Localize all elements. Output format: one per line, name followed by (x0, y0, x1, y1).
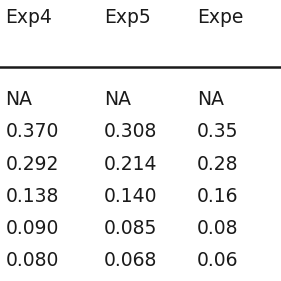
Text: Exp4: Exp4 (6, 8, 53, 28)
Text: 0.16: 0.16 (197, 187, 238, 206)
Text: 0.08: 0.08 (197, 219, 238, 238)
Text: 0.138: 0.138 (6, 187, 59, 206)
Text: 0.068: 0.068 (104, 251, 157, 271)
Text: 0.214: 0.214 (104, 155, 157, 174)
Text: 0.080: 0.080 (6, 251, 59, 271)
Text: 0.28: 0.28 (197, 155, 238, 174)
Text: NA: NA (6, 90, 33, 109)
Text: 0.35: 0.35 (197, 122, 238, 141)
Text: NA: NA (197, 90, 224, 109)
Text: 0.06: 0.06 (197, 251, 238, 271)
Text: 0.085: 0.085 (104, 219, 157, 238)
Text: 0.140: 0.140 (104, 187, 157, 206)
Text: Expe: Expe (197, 8, 243, 28)
Text: 0.308: 0.308 (104, 122, 157, 141)
Text: Exp5: Exp5 (104, 8, 151, 28)
Text: 0.370: 0.370 (6, 122, 59, 141)
Text: NA: NA (104, 90, 131, 109)
Text: 0.292: 0.292 (6, 155, 59, 174)
Text: 0.090: 0.090 (6, 219, 59, 238)
